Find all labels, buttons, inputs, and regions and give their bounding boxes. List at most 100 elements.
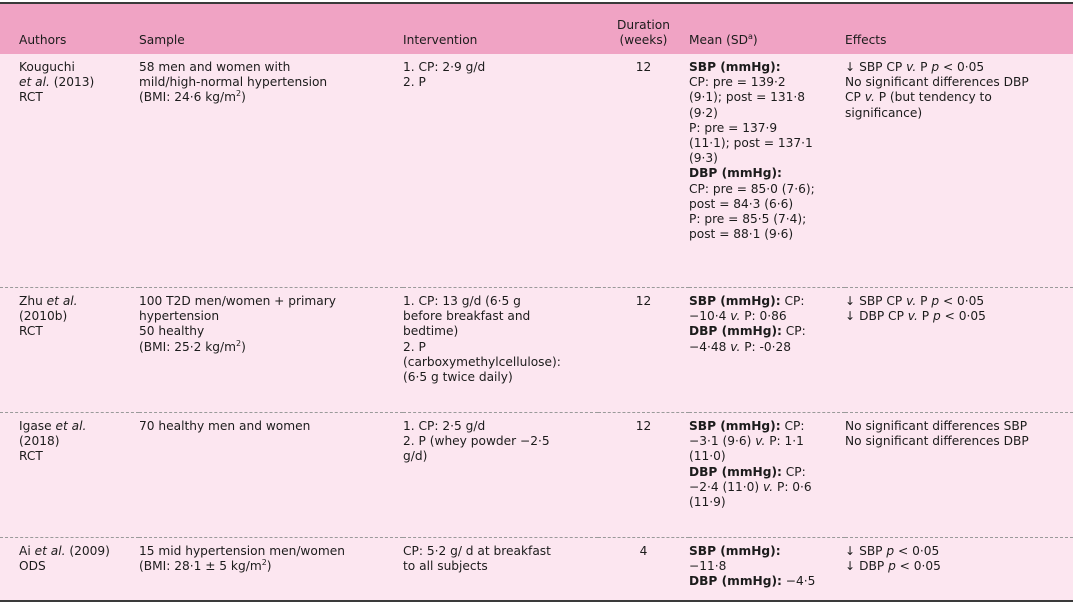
mean-line: P: pre = 137·9 <box>689 120 778 135</box>
author-name: Kouguchi <box>19 60 75 74</box>
header-intervention: Intervention <box>403 32 478 47</box>
sample-line: 15 mid hypertension men/women <box>139 544 345 558</box>
intervention-line: CP: 5·2 g/ d at breakfast <box>403 544 551 558</box>
sbp-label: SBP (mmHg): <box>689 60 781 74</box>
cell-effects: ↓ SBP p < 0·05 ↓ DBP p < 0·05 <box>845 537 1073 600</box>
mean-line: (11·1); post = 137·1 <box>689 136 813 151</box>
author-name-line: Igase et al. <box>19 419 87 433</box>
effect-line: No significant differences DBP <box>845 75 1029 90</box>
sbp-label: SBP (mmHg): <box>689 544 781 558</box>
intervention-line: before breakfast and <box>403 309 531 324</box>
mean-line: DBP (mmHg): CP: <box>689 324 806 339</box>
et-al: et al. <box>19 75 50 90</box>
effect-line: ↓ SBP p < 0·05 <box>845 544 940 558</box>
cell-sample: 100 T2D men/women + primary hypertension… <box>139 287 403 413</box>
cell-authors: Ai et al. (2009) ODS <box>0 537 139 600</box>
mean-line: −10·4 v. P: 0·86 <box>689 309 787 324</box>
intervention-line: to all subjects <box>403 559 488 574</box>
sample-line: mild/high-normal hypertension <box>139 75 328 90</box>
effect-line: No significant differences SBP <box>845 419 1028 433</box>
cell-mean: SBP (mmHg): CP: −10·4 v. P: 0·86 DBP (mm… <box>689 287 845 413</box>
effect-line: CP v. P (but tendency to <box>845 90 992 105</box>
cell-duration: 12 <box>598 412 689 538</box>
cell-authors: Kouguchi et al. (2013) RCT <box>0 54 139 288</box>
table-row: Kouguchi et al. (2013) RCT 58 men and wo… <box>0 54 1073 288</box>
table-row: Igase et al. (2018) RCT 70 healthy men a… <box>0 412 1073 538</box>
sample-line: hypertension <box>139 309 220 324</box>
effect-line: significance) <box>845 105 923 120</box>
mean-line: DBP (mmHg): CP: <box>689 464 806 479</box>
header-row: Authors Sample Intervention Duration (we… <box>0 4 1073 54</box>
mean-line: −11·8 <box>689 559 727 574</box>
header-effects: Effects <box>845 32 887 47</box>
sample-line: 58 men and women with <box>139 60 291 74</box>
mean-line: (9·3) <box>689 151 718 166</box>
header-duration-line2: (weeks) <box>619 32 668 47</box>
intervention-line: (carboxymethylcellulose): <box>403 354 561 369</box>
cell-intervention: CP: 5·2 g/ d at breakfast to all subject… <box>403 537 598 600</box>
footnote-marker: a <box>747 31 753 41</box>
effect-line: ↓ DBP CP v. P p < 0·05 <box>845 309 986 324</box>
cell-sample: 58 men and women with mild/high-normal h… <box>139 54 403 288</box>
author-name-line: Ai et al. (2009) <box>19 544 110 558</box>
header-duration-line1: Duration <box>617 17 670 32</box>
mean-line: (11·9) <box>689 495 726 510</box>
sample-bmi: (BMI: 28·1 ± 5 kg/m2) <box>139 558 272 574</box>
cell-mean: SBP (mmHg): −11·8 DBP (mmHg): −4·5 <box>689 537 845 600</box>
mean-line: post = 84·3 (6·6) <box>689 196 794 211</box>
cell-authors: Zhu et al. (2010b) RCT <box>0 287 139 413</box>
cell-duration: 12 <box>598 287 689 413</box>
year: (2010b) <box>19 309 68 324</box>
mean-line: SBP (mmHg): CP: <box>689 294 805 308</box>
intervention-line: 2. P (whey powder −2·5 <box>403 434 550 449</box>
cell-effects: ↓ SBP CP v. P p < 0·05 ↓ DBP CP v. P p <… <box>845 287 1073 413</box>
year: (2013) <box>49 75 95 90</box>
cell-intervention: 1. CP: 2·5 g/d 2. P (whey powder −2·5 g/… <box>403 412 598 538</box>
bottom-rule <box>0 600 1073 602</box>
study-design: ODS <box>19 559 46 574</box>
cell-mean: SBP (mmHg): CP: −3·1 (9·6) v. P: 1·1 (11… <box>689 412 845 538</box>
header-duration: Duration (weeks) <box>598 4 689 54</box>
author-year-line: et al. (2013) <box>19 75 139 90</box>
mean-line: SBP (mmHg): CP: <box>689 419 805 433</box>
mean-line: (11·0) <box>689 449 726 464</box>
intervention-line: 1. CP: 13 g/d (6·5 g <box>403 294 521 308</box>
header-sample: Sample <box>139 32 185 47</box>
cell-duration: 4 <box>598 537 689 600</box>
cell-duration: 12 <box>635 60 652 74</box>
header-authors: Authors <box>19 32 67 47</box>
studies-table: Authors Sample Intervention Duration (we… <box>0 4 1073 600</box>
header-mean: Mean (SDa) <box>689 4 845 54</box>
cell-intervention: 1. CP: 13 g/d (6·5 g before breakfast an… <box>403 287 598 413</box>
mean-line: −3·1 (9·6) v. P: 1·1 <box>689 434 804 449</box>
intervention-line: bedtime) <box>403 324 459 339</box>
cell-intervention: 1. CP: 2·9 g/d 2. P <box>403 54 598 288</box>
mean-line: (9·1); post = 131·8 <box>689 90 806 105</box>
cell-effects: ↓ SBP CP v. P p < 0·05 No significant di… <box>845 54 1073 288</box>
intervention-line: (6·5 g twice daily) <box>403 370 513 385</box>
header-mean-close: ) <box>752 32 758 47</box>
mean-line: DBP (mmHg): −4·5 <box>689 574 816 589</box>
mean-line: −4·48 v. P: -0·28 <box>689 339 792 354</box>
cell-sample: 70 healthy men and women <box>139 412 403 538</box>
intervention-line: 1. CP: 2·5 g/d <box>403 419 486 433</box>
cell-mean: SBP (mmHg): CP: pre = 139·2 (9·1); post … <box>689 54 845 288</box>
effect-line: ↓ SBP CP v. P p < 0·05 <box>845 294 985 308</box>
mean-line: (9·2) <box>689 105 718 120</box>
mean-line: CP: pre = 139·2 <box>689 75 786 90</box>
study-design: RCT <box>19 449 43 464</box>
mean-line: −2·4 (11·0) v. P: 0·6 <box>689 479 812 494</box>
table-row: Zhu et al. (2010b) RCT 100 T2D men/women… <box>0 287 1073 413</box>
intervention-line: 2. P <box>403 75 426 90</box>
top-rule <box>0 2 1073 4</box>
intervention-line: g/d) <box>403 449 428 464</box>
sample-line: 50 healthy <box>139 324 205 339</box>
intervention-line: 1. CP: 2·9 g/d <box>403 60 486 74</box>
effect-line: No significant differences DBP <box>845 434 1029 449</box>
sample-line: 100 T2D men/women + primary <box>139 294 336 308</box>
sample-bmi: (BMI: 24·6 kg/m2) <box>139 89 246 105</box>
study-design: RCT <box>19 324 43 339</box>
study-design: RCT <box>19 90 43 105</box>
effect-line: ↓ SBP CP v. P p < 0·05 <box>845 60 985 74</box>
